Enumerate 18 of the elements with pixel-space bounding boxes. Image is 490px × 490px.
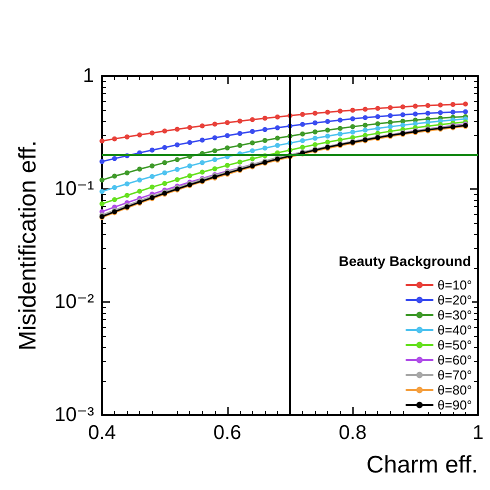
legend-label: θ=40° — [438, 322, 472, 338]
legend-label: θ=60° — [438, 352, 472, 368]
legend-label: θ=90° — [438, 398, 472, 412]
legend-label: θ=30° — [438, 308, 472, 322]
x-tick-label: 1 — [472, 422, 484, 444]
x-tick-label: 0.8 — [338, 422, 367, 444]
legend-label: θ=70° — [438, 368, 472, 382]
x-tick-label: 0.6 — [213, 422, 242, 444]
y-tick-label: 10⁻² — [54, 291, 94, 313]
legend-label: θ=20° — [438, 292, 472, 308]
y-tick-label: 10⁻¹ — [54, 178, 94, 200]
y-axis-title: Misidentification eff. — [14, 140, 42, 351]
legend-title: Beauty Background — [338, 253, 471, 269]
legend-label: θ=10° — [438, 278, 472, 292]
legend-label: θ=50° — [438, 338, 472, 352]
y-tick-label: 1 — [82, 65, 94, 87]
legend-label: θ=80° — [438, 382, 472, 398]
x-axis-title: Charm eff. — [366, 452, 478, 478]
